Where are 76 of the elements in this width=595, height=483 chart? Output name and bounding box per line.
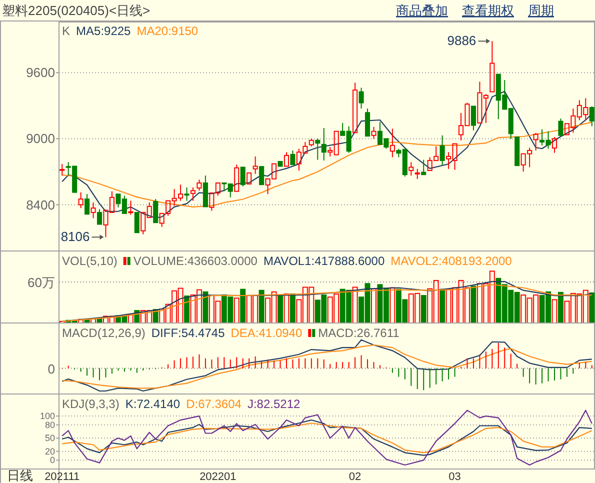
series-label: D:67.3604 bbox=[186, 397, 242, 411]
candlestick bbox=[490, 40, 495, 92]
candlestick bbox=[202, 175, 208, 208]
series-label: MAVOL2:408193.2000 bbox=[390, 254, 512, 268]
y-tick-label: 100 bbox=[40, 411, 55, 422]
legend-title: KDJ(9,3,3) bbox=[62, 397, 120, 411]
bar bbox=[258, 290, 264, 324]
chart-title: 塑料2205(020405)<日线> bbox=[2, 3, 150, 18]
bar bbox=[470, 286, 476, 324]
y-tick-label: 50 bbox=[44, 433, 55, 444]
bar bbox=[440, 288, 446, 324]
candlestick bbox=[246, 172, 252, 184]
bar bbox=[589, 292, 595, 324]
legend-title: K bbox=[62, 24, 70, 38]
y-tick-label: 0 bbox=[50, 455, 55, 466]
x-tick-label: 03 bbox=[448, 471, 461, 483]
x-tick-label: 202111 bbox=[44, 471, 80, 483]
text: MA5:9225 bbox=[76, 24, 132, 38]
x-tick-label: 202201 bbox=[200, 471, 236, 483]
candlestick bbox=[470, 106, 476, 131]
x-axis-title: 日线 bbox=[7, 468, 33, 483]
bar bbox=[352, 286, 358, 324]
bar bbox=[234, 298, 240, 324]
candlestick bbox=[321, 128, 326, 161]
text: MA20:9150 bbox=[136, 24, 198, 38]
y-tick-label: 20 bbox=[44, 446, 55, 456]
y-tick-label: 80 bbox=[44, 420, 55, 430]
candlestick bbox=[514, 136, 520, 166]
bar bbox=[552, 299, 558, 324]
bar bbox=[240, 288, 246, 324]
line-series bbox=[62, 410, 592, 466]
candlestick bbox=[134, 212, 140, 234]
bar bbox=[290, 293, 296, 324]
x-tick-label: 02 bbox=[348, 471, 362, 483]
bar bbox=[284, 293, 290, 324]
text: 商品叠加 bbox=[396, 3, 448, 18]
annotation: 9886 bbox=[447, 33, 476, 48]
series-label: MAVOL1:417888.6000 bbox=[263, 254, 385, 268]
bar bbox=[390, 287, 396, 324]
candlestick bbox=[259, 166, 264, 186]
series-label: J:82.5212 bbox=[247, 397, 301, 411]
legend-title: VOL(5,10) bbox=[62, 254, 118, 268]
candlestick bbox=[352, 82, 358, 134]
annotation: 8106 bbox=[60, 229, 90, 244]
candlestick bbox=[440, 134, 445, 166]
bar bbox=[202, 291, 208, 324]
bar bbox=[558, 292, 564, 324]
legend-label: VOLUME:436603.0000 bbox=[133, 254, 258, 268]
y-tick-label: 8400 bbox=[26, 197, 55, 212]
series-label: DEA:41.0940 bbox=[230, 326, 302, 340]
bar bbox=[90, 318, 96, 324]
candlestick bbox=[252, 156, 258, 174]
bar bbox=[371, 288, 376, 324]
candlestick bbox=[390, 128, 395, 158]
y-tick-label: 9000 bbox=[26, 131, 55, 146]
bar bbox=[420, 295, 426, 324]
candlestick bbox=[558, 118, 564, 136]
candlestick bbox=[84, 194, 90, 215]
bar bbox=[78, 318, 84, 324]
candlestick bbox=[284, 152, 290, 167]
bar bbox=[128, 314, 134, 324]
candlestick bbox=[234, 164, 240, 192]
y-tick-label: 9600 bbox=[26, 65, 55, 80]
text: DIFF:54.4745 bbox=[151, 326, 226, 340]
text: 查看期权 bbox=[462, 3, 514, 18]
candlestick bbox=[421, 159, 426, 176]
candlestick bbox=[408, 162, 414, 176]
candlestick bbox=[278, 160, 283, 167]
series-label: K:72.4140 bbox=[125, 397, 180, 411]
bar bbox=[59, 320, 65, 324]
legend-label: MACD:26.7611 bbox=[318, 326, 400, 340]
ref-line-label: 60万 bbox=[28, 275, 55, 290]
legend-title: MACD(12,26,9) bbox=[62, 326, 146, 340]
candlestick bbox=[96, 208, 102, 225]
bar bbox=[278, 295, 283, 324]
text: 周期 bbox=[528, 3, 554, 18]
